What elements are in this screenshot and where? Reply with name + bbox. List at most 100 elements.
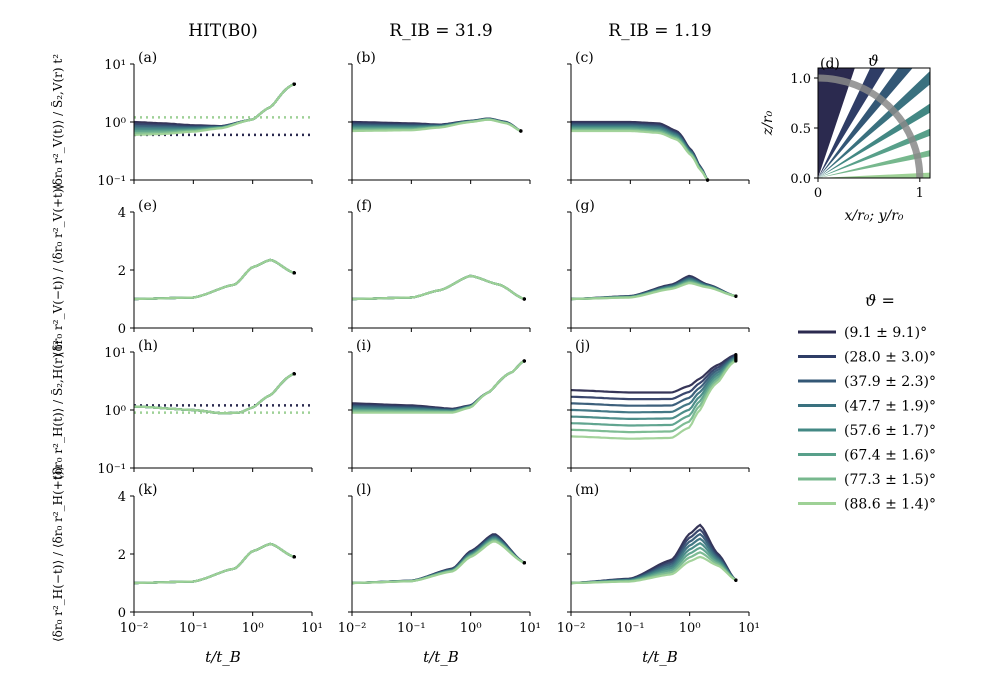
inset-y-tick-label: 0.0 bbox=[790, 172, 811, 187]
x-tick-label: 10⁻¹ bbox=[179, 621, 208, 636]
series-line bbox=[134, 258, 295, 301]
panel-label: (h) bbox=[138, 338, 158, 354]
y-tick-label: 0 bbox=[118, 606, 126, 621]
panel-f: (f) bbox=[348, 198, 531, 332]
series-line bbox=[134, 258, 295, 301]
series-line bbox=[134, 542, 295, 585]
theta-wedges bbox=[818, 68, 930, 178]
inset-xlabel: x/r₀; y/r₀ bbox=[844, 208, 903, 224]
series-line bbox=[351, 539, 525, 585]
x-tick-label: 10¹ bbox=[301, 621, 323, 636]
series-line bbox=[134, 542, 295, 585]
inset-theta-label: ϑ bbox=[868, 52, 879, 70]
series-line bbox=[352, 274, 525, 301]
x-tick-label: 10¹ bbox=[738, 621, 760, 636]
panel-b: (b) bbox=[348, 50, 531, 184]
x-tick-label: 10⁻² bbox=[338, 621, 367, 636]
x-tick-label: 10¹ bbox=[519, 621, 541, 636]
series-line bbox=[134, 258, 295, 301]
series-line bbox=[571, 126, 709, 181]
x-tick-label: 10⁰ bbox=[242, 621, 264, 636]
row-ylabel: ⟨δr₀ r²_H(−t)⟩ / ⟨δr₀ r²_H(+t)⟩ bbox=[51, 466, 65, 642]
panel-label: (i) bbox=[356, 338, 371, 354]
panel-k: 4 2 010⁻² 10⁻¹ 10⁰ 10¹ (k) bbox=[118, 482, 323, 636]
y-tick-label: 10⁻¹ bbox=[97, 462, 126, 477]
y-tick-label: 10¹ bbox=[104, 58, 126, 73]
y-tick-label: 10¹ bbox=[104, 346, 126, 361]
series-line bbox=[351, 537, 525, 585]
x-tick-label: 10⁻² bbox=[120, 621, 149, 636]
series-line bbox=[571, 127, 709, 181]
end-marker bbox=[734, 359, 738, 363]
inset-frame bbox=[817, 67, 931, 179]
panel-label: (c) bbox=[575, 50, 594, 66]
series-line bbox=[571, 124, 709, 181]
series-line bbox=[134, 542, 295, 585]
panel-label: (m) bbox=[575, 482, 599, 498]
panel-label: (e) bbox=[138, 198, 157, 214]
panel-label: (a) bbox=[138, 50, 157, 66]
panel-label: (l) bbox=[356, 482, 371, 498]
row-ylabel: ⟨δr₀ r²_V(t)⟩ / S̃₂,V(r) t² bbox=[50, 54, 65, 190]
panel-h: 10¹ 10⁰ 10⁻¹ (h) bbox=[97, 338, 313, 477]
series-line bbox=[570, 353, 737, 394]
series-line bbox=[352, 360, 525, 412]
y-tick-label: 2 bbox=[118, 264, 126, 279]
series-line bbox=[571, 355, 737, 407]
panel-label: (f) bbox=[356, 198, 372, 214]
y-tick-label: 4 bbox=[118, 206, 126, 221]
series-line bbox=[571, 555, 737, 585]
x-tick-label: 10⁻¹ bbox=[397, 621, 426, 636]
theta-wedge bbox=[818, 71, 930, 178]
series-line bbox=[134, 542, 295, 585]
series-line bbox=[351, 360, 525, 411]
series-line bbox=[570, 359, 737, 434]
legend-entry: (28.0 ± 3.0)° bbox=[844, 350, 936, 366]
series-line bbox=[570, 358, 737, 427]
series-line bbox=[352, 274, 525, 301]
x-axis-label: t/t_B bbox=[642, 648, 678, 666]
column-title: R_IB = 31.9 bbox=[389, 21, 492, 41]
series-line bbox=[134, 542, 295, 585]
x-tick-label: 10⁰ bbox=[679, 621, 701, 636]
legend-entry: (37.9 ± 2.3)° bbox=[844, 374, 936, 390]
y-tick-label: 10⁰ bbox=[104, 404, 126, 419]
inset-y-tick-label: 1.0 bbox=[790, 72, 811, 87]
panel-i: (i) bbox=[348, 338, 531, 472]
series-line bbox=[570, 360, 737, 440]
y-tick-label: 10⁻¹ bbox=[97, 174, 126, 189]
series-line bbox=[134, 258, 295, 301]
series-line bbox=[571, 128, 709, 181]
legend-entry: (88.6 ± 1.4)° bbox=[844, 497, 936, 513]
series-line bbox=[352, 274, 525, 301]
panel-label: (b) bbox=[356, 50, 376, 66]
x-tick-label: 10⁰ bbox=[460, 621, 482, 636]
panel-a: 10¹ 10⁰ 10⁻¹ (a) bbox=[97, 50, 313, 189]
end-marker bbox=[292, 555, 296, 559]
unit-arc bbox=[818, 74, 924, 178]
series-line bbox=[133, 83, 295, 136]
series-line bbox=[133, 372, 295, 415]
series-line bbox=[134, 83, 295, 129]
column-title: R_IB = 1.19 bbox=[608, 21, 711, 41]
series-line bbox=[134, 542, 295, 585]
panel-j: (j) bbox=[567, 338, 750, 472]
series-line bbox=[570, 357, 737, 420]
panel-label: (k) bbox=[138, 482, 157, 498]
legend-entry: (47.7 ± 1.9)° bbox=[844, 399, 936, 415]
legend-entry: (57.6 ± 1.7)° bbox=[844, 423, 936, 439]
row-ylabel: ⟨δr₀ r²_H(t)⟩ / S̃₂,H(r) t² bbox=[50, 340, 65, 480]
series-line bbox=[134, 542, 295, 585]
series-line bbox=[352, 274, 525, 301]
series-line bbox=[351, 360, 525, 412]
series-line bbox=[352, 360, 525, 414]
series-line bbox=[352, 274, 525, 301]
x-tick-label: 10⁻¹ bbox=[616, 621, 645, 636]
inset-panel-label: (d) bbox=[820, 56, 840, 72]
inset-ylabel: z/r₀ bbox=[760, 110, 776, 136]
end-marker bbox=[734, 578, 738, 582]
inset-x-tick-label: 0 bbox=[814, 186, 822, 201]
end-marker bbox=[734, 294, 738, 298]
series-line bbox=[133, 83, 295, 128]
